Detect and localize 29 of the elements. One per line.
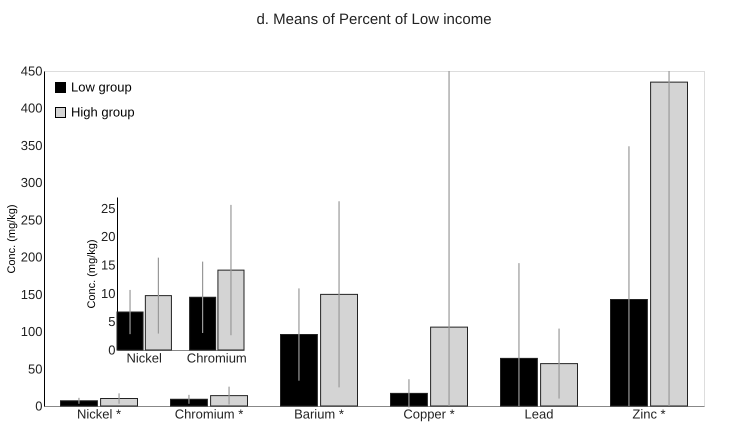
y-tick-label: 400: [20, 100, 42, 116]
y-tick-label: 250: [20, 212, 42, 228]
x-tick-label: Lead: [524, 406, 554, 422]
x-tick-label: Chromium *: [174, 406, 244, 422]
y-tick-label: 0: [35, 398, 42, 414]
x-tick-label: Copper *: [403, 406, 455, 422]
y-tick-label: 350: [20, 138, 42, 153]
y-tick-label: 200: [20, 250, 42, 265]
y-axis-title: Conc. (mg/kg): [86, 239, 98, 309]
y-tick-label: 450: [20, 64, 42, 78]
y-tick-label: 15: [101, 258, 116, 272]
y-tick-label: 50: [28, 361, 42, 376]
x-tick-label: Zinc *: [632, 406, 666, 422]
x-tick-label: Chromium: [186, 350, 247, 366]
y-tick-label: 10: [101, 286, 116, 301]
x-tick-label: Nickel *: [76, 406, 122, 422]
legend-label: High group: [71, 104, 135, 120]
x-tick-label: Nickel: [126, 350, 162, 366]
y-tick-label: 300: [20, 175, 42, 190]
y-tick-label: 150: [20, 286, 42, 302]
y-axis-title: Conc. (mg/kg): [6, 204, 18, 274]
x-tick-label: Barium *: [294, 406, 344, 422]
y-tick-label: 100: [20, 324, 42, 340]
y-tick-label: 25: [101, 200, 116, 216]
y-tick-label: 5: [108, 314, 116, 330]
y-tick-label: 0: [108, 342, 116, 358]
y-tick-label: 20: [101, 229, 116, 244]
chart-title: d. Means of Percent of Low income: [256, 11, 492, 28]
legend-label: Low group: [71, 80, 132, 94]
